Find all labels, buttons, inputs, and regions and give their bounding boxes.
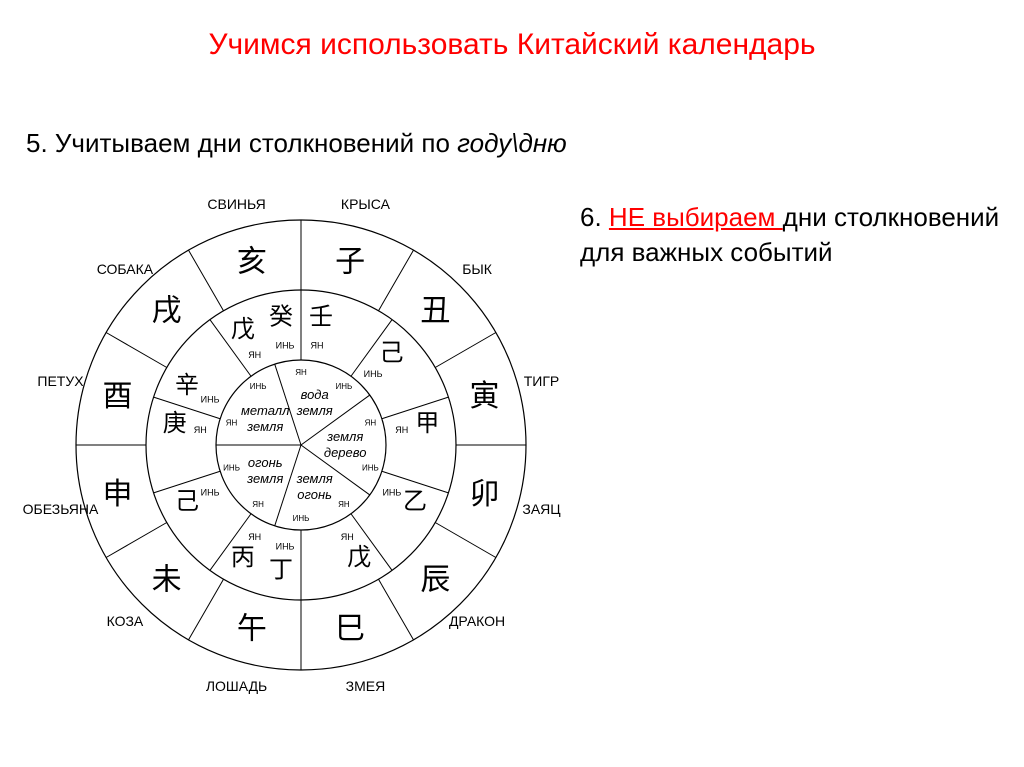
zodiac-wheel-container: 子丑寅卯辰巳午未申酉戌亥壬ЯН己ИНЬ甲ЯН乙ИНЬ戊ЯН丁ИНЬ丙ЯН己ИНЬ… (30, 190, 570, 750)
svg-text:戊: 戊 (231, 316, 255, 343)
svg-text:ИНЬ: ИНЬ (201, 395, 220, 405)
svg-text:丁: 丁 (269, 557, 293, 583)
svg-text:戌: 戌 (152, 295, 182, 328)
svg-text:丙: 丙 (231, 545, 255, 571)
page-title: Учимся использовать Китайский календарь (0, 0, 1024, 62)
svg-text:ЯН: ЯН (248, 532, 261, 542)
point-6: 6. НЕ выбираем дни столкновений для важн… (580, 200, 1000, 270)
svg-text:ЯН: ЯН (395, 425, 408, 435)
svg-text:午: 午 (237, 613, 267, 646)
svg-text:земля: земля (246, 419, 283, 434)
svg-text:癸: 癸 (269, 304, 293, 331)
svg-text:ИНЬ: ИНЬ (364, 369, 383, 379)
zodiac-label: КРЫСА (341, 196, 390, 212)
svg-text:ИНЬ: ИНЬ (382, 487, 401, 497)
point-5: 5. Учитываем дни столкновений по году\дн… (26, 128, 567, 159)
svg-text:ЯН: ЯН (194, 425, 207, 435)
wheel-svg: 子丑寅卯辰巳午未申酉戌亥壬ЯН己ИНЬ甲ЯН乙ИНЬ戊ЯН丁ИНЬ丙ЯН己ИНЬ… (66, 210, 536, 680)
svg-text:земля: земля (326, 429, 363, 444)
svg-text:酉: 酉 (102, 380, 132, 413)
svg-text:寅: 寅 (470, 380, 500, 413)
svg-text:земля: земля (296, 403, 333, 418)
svg-text:甲: 甲 (415, 411, 439, 437)
svg-text:ЯН: ЯН (295, 368, 307, 377)
svg-text:ИНЬ: ИНЬ (250, 382, 267, 391)
svg-text:ИНЬ: ИНЬ (293, 514, 310, 523)
svg-text:子: 子 (335, 245, 365, 278)
svg-text:ЯН: ЯН (338, 500, 350, 509)
svg-text:ЯН: ЯН (252, 500, 264, 509)
zodiac-label: СВИНЬЯ (207, 196, 265, 212)
point-5-text: 5. Учитываем дни столкновений по (26, 128, 457, 158)
svg-text:乙: 乙 (403, 489, 427, 515)
svg-text:огонь: огонь (297, 487, 332, 502)
svg-text:申: 申 (102, 478, 132, 511)
svg-text:辛: 辛 (175, 372, 199, 399)
svg-text:ЯН: ЯН (310, 340, 323, 350)
svg-text:дерево: дерево (324, 445, 367, 460)
svg-text:ИНЬ: ИНЬ (362, 464, 379, 473)
point-5-italic: году\дню (457, 128, 567, 158)
svg-text:ИНЬ: ИНЬ (201, 487, 220, 497)
svg-text:壬: 壬 (309, 304, 333, 331)
svg-text:卯: 卯 (470, 478, 500, 511)
point-6-emphasis: НЕ выбираем (609, 202, 783, 232)
svg-text:己: 己 (175, 489, 199, 515)
svg-text:ИНЬ: ИНЬ (276, 340, 295, 350)
zodiac-label: ЛОШАДЬ (206, 678, 267, 694)
zodiac-label: ОБЕЗЬЯНА (23, 501, 99, 517)
svg-text:земля: земля (246, 471, 283, 486)
svg-text:земля: земля (296, 471, 333, 486)
point-6-num: 6. (580, 202, 609, 232)
svg-text:ЯН: ЯН (365, 418, 377, 427)
svg-text:ЯН: ЯН (248, 350, 261, 360)
svg-text:ИНЬ: ИНЬ (336, 382, 353, 391)
svg-text:ИНЬ: ИНЬ (223, 464, 240, 473)
zodiac-label: ДРАКОН (449, 613, 505, 629)
svg-text:вода: вода (301, 387, 329, 402)
svg-text:戊: 戊 (347, 544, 371, 571)
svg-text:ЯН: ЯН (226, 418, 238, 427)
zodiac-label: СОБАКА (97, 261, 153, 277)
svg-text:巳: 巳 (335, 613, 365, 646)
zodiac-label: ЗМЕЯ (346, 678, 386, 694)
zodiac-label: КОЗА (107, 613, 144, 629)
svg-text:ЯН: ЯН (341, 532, 354, 542)
svg-text:未: 未 (152, 563, 182, 596)
svg-text:огонь: огонь (248, 455, 283, 470)
zodiac-label: ПЕТУХ (37, 373, 83, 389)
svg-text:亥: 亥 (237, 245, 267, 278)
svg-text:металл: металл (241, 403, 290, 418)
svg-text:庚: 庚 (163, 410, 187, 437)
svg-text:辰: 辰 (420, 563, 450, 596)
zodiac-label: ЗАЯЦ (522, 501, 560, 517)
zodiac-label: ТИГР (524, 373, 560, 389)
svg-text:己: 己 (380, 340, 404, 366)
svg-text:丑: 丑 (420, 295, 450, 328)
svg-text:ИНЬ: ИНЬ (276, 542, 295, 552)
zodiac-label: БЫК (462, 261, 492, 277)
zodiac-wheel: 子丑寅卯辰巳午未申酉戌亥壬ЯН己ИНЬ甲ЯН乙ИНЬ戊ЯН丁ИНЬ丙ЯН己ИНЬ… (66, 210, 536, 680)
